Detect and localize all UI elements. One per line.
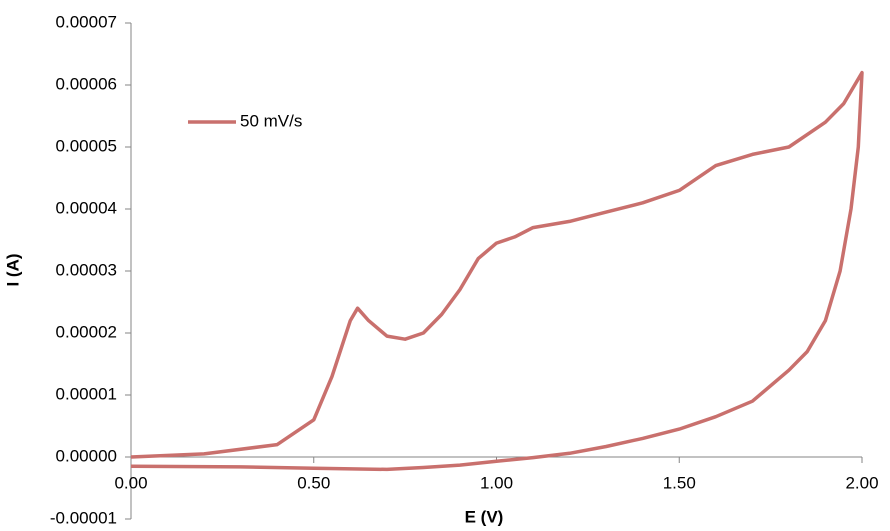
x-tick-label: 1.00: [480, 473, 513, 492]
y-tick-label: 0.00001: [56, 384, 117, 403]
x-tick-label: 0.50: [297, 473, 330, 492]
y-tick-label: 0.00006: [56, 74, 117, 93]
legend-label: 50 mV/s: [240, 111, 302, 130]
data-line: [131, 73, 862, 470]
y-tick-label: 0.00000: [56, 446, 117, 465]
y-tick-label: 0.00007: [56, 12, 117, 31]
x-tick-label: 0.00: [114, 473, 147, 492]
x-axis-title: E (V): [465, 507, 504, 526]
y-tick-label: 0.00003: [56, 260, 117, 279]
x-tick-label: 1.50: [663, 473, 696, 492]
y-tick-label: 0.00002: [56, 322, 117, 341]
y-tick-label: 0.00005: [56, 136, 117, 155]
y-axis-title: I (A): [3, 253, 22, 286]
y-tick-label: -0.00001: [50, 508, 117, 527]
y-tick-label: 0.00004: [56, 198, 117, 217]
chart: E (V) I (A) -0.00001 0.00000 0.00001 0.0000…: [0, 0, 890, 531]
x-tick-label: 2.00: [845, 473, 878, 492]
